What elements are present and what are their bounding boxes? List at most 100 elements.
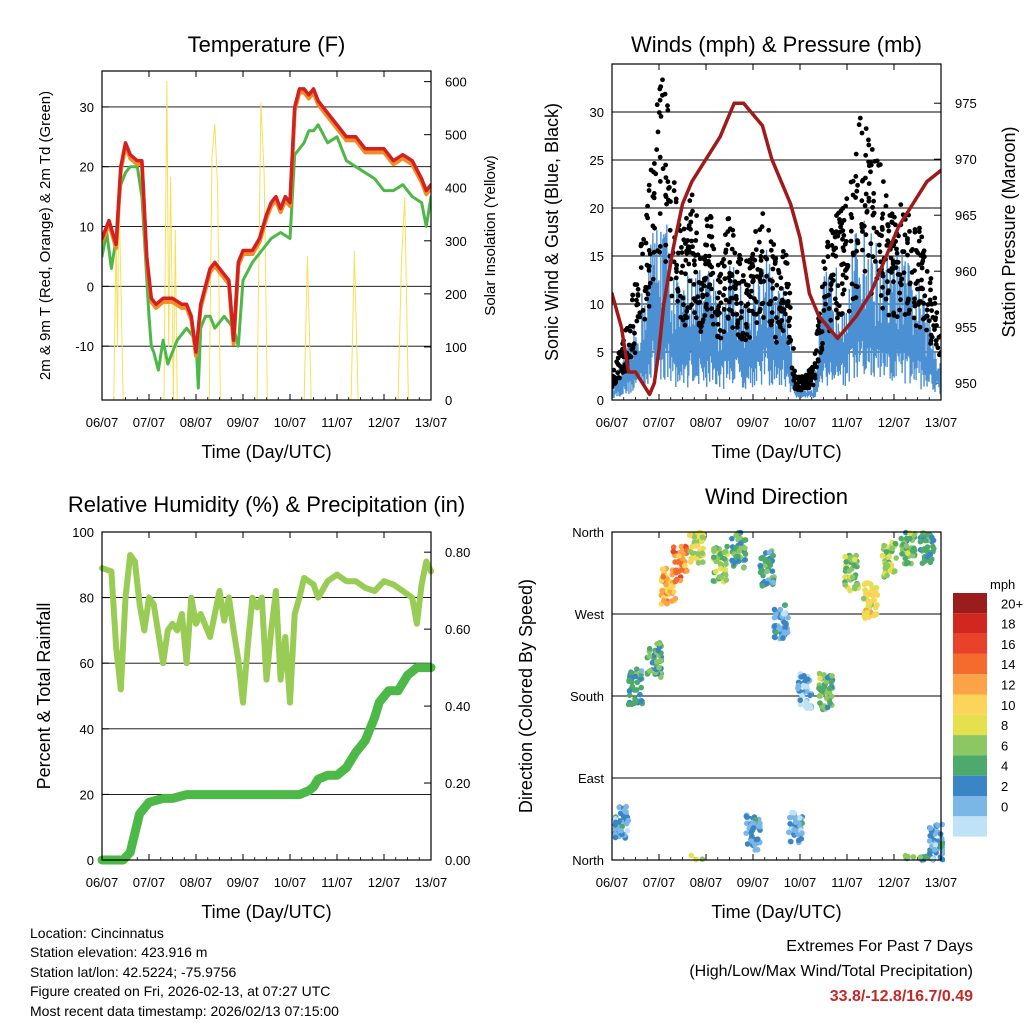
- gust-point: [653, 171, 659, 177]
- gust-point: [726, 307, 732, 313]
- gust-point: [665, 107, 671, 113]
- direction-point: [729, 535, 735, 542]
- gust-point: [741, 278, 747, 284]
- direction-point: [748, 829, 754, 836]
- gust-point: [725, 314, 731, 320]
- gust-point: [758, 268, 763, 273]
- gust-point: [758, 254, 764, 259]
- gust-point: [684, 215, 689, 221]
- direction-point: [618, 827, 624, 834]
- gust-point: [846, 308, 852, 314]
- y-tick-label: North: [572, 525, 604, 540]
- gust-point: [734, 269, 740, 275]
- direction-point: [632, 673, 639, 680]
- gust-point: [772, 261, 778, 266]
- x-tick-label: 10/07: [784, 415, 817, 430]
- gust-point: [810, 382, 816, 388]
- gust-point: [711, 321, 716, 327]
- direction-point: [842, 582, 848, 588]
- gust-point: [642, 316, 648, 322]
- gust-point: [727, 260, 733, 265]
- direction-point: [808, 705, 814, 712]
- gust-point: [688, 226, 693, 232]
- direction-point: [680, 550, 686, 557]
- direction-point: [638, 668, 645, 674]
- gust-point: [646, 182, 652, 188]
- y2-tick-label: 200: [445, 287, 467, 302]
- gust-point: [658, 114, 664, 119]
- gust-point: [654, 102, 660, 108]
- direction-point: [930, 856, 936, 862]
- x-tick-label: 08/07: [180, 415, 213, 430]
- gust-point: [886, 312, 892, 318]
- gust-point: [853, 295, 859, 300]
- gust-point: [894, 246, 899, 252]
- gust-point: [866, 137, 871, 143]
- gust-point: [809, 375, 815, 380]
- gust-point: [629, 346, 635, 352]
- direction-point: [791, 827, 797, 833]
- x-tick-label: 12/07: [368, 875, 401, 890]
- gust-point: [768, 247, 774, 253]
- gust-point: [928, 287, 933, 293]
- gust-point: [909, 248, 914, 254]
- gust-point: [825, 244, 830, 250]
- gust-point: [691, 258, 697, 263]
- y2-tick-label: 970: [955, 152, 977, 167]
- gust-point: [862, 203, 868, 208]
- gust-point: [898, 202, 904, 208]
- direction-point: [842, 553, 848, 560]
- direction-point: [649, 659, 656, 666]
- y-tick-label: 30: [590, 105, 604, 120]
- direction-point: [742, 557, 748, 563]
- direction-point: [624, 827, 631, 834]
- x-tick-label: 09/07: [737, 875, 770, 890]
- gust-point: [844, 196, 850, 202]
- gust-point: [764, 273, 769, 279]
- direction-point: [676, 553, 682, 559]
- gust-point: [916, 238, 922, 244]
- gust-point: [679, 250, 685, 256]
- direction-point: [633, 687, 640, 693]
- gust-point: [899, 276, 905, 282]
- direction-point: [854, 581, 860, 588]
- gust-point: [681, 302, 686, 308]
- direction-point: [884, 562, 891, 569]
- gust-point: [821, 259, 826, 265]
- direction-point: [718, 565, 724, 572]
- gust-point: [657, 154, 663, 160]
- gust-point: [863, 232, 869, 238]
- direction-point: [865, 601, 872, 608]
- gust-point: [683, 257, 689, 263]
- gust-point: [753, 247, 759, 253]
- gust-point: [777, 305, 783, 310]
- gust-point: [643, 240, 649, 246]
- direction-point: [799, 692, 805, 699]
- direction-point: [659, 588, 666, 594]
- gust-point: [922, 293, 928, 299]
- gust-point: [868, 169, 873, 175]
- gust-point: [707, 282, 713, 288]
- gust-point: [667, 227, 673, 233]
- gust-point: [841, 248, 847, 254]
- direction-point: [846, 568, 853, 574]
- gust-point: [919, 285, 924, 291]
- gust-point: [785, 303, 790, 309]
- gust-point: [675, 250, 681, 256]
- colorbar-swatch: [953, 735, 987, 756]
- gust-point: [729, 246, 735, 252]
- gust-point: [704, 223, 710, 229]
- gust-point: [629, 297, 635, 303]
- gust-point: [738, 300, 744, 306]
- gust-point: [727, 285, 733, 291]
- gust-point: [657, 211, 663, 217]
- gust-point: [646, 188, 652, 193]
- gust-point: [694, 213, 699, 219]
- direction-point: [740, 565, 747, 571]
- gust-point: [757, 307, 763, 313]
- colorbar-label: 12: [1001, 678, 1015, 693]
- gust-point: [730, 227, 736, 233]
- direction-point: [678, 543, 685, 550]
- direction-point: [923, 853, 929, 860]
- direction-point: [772, 634, 778, 641]
